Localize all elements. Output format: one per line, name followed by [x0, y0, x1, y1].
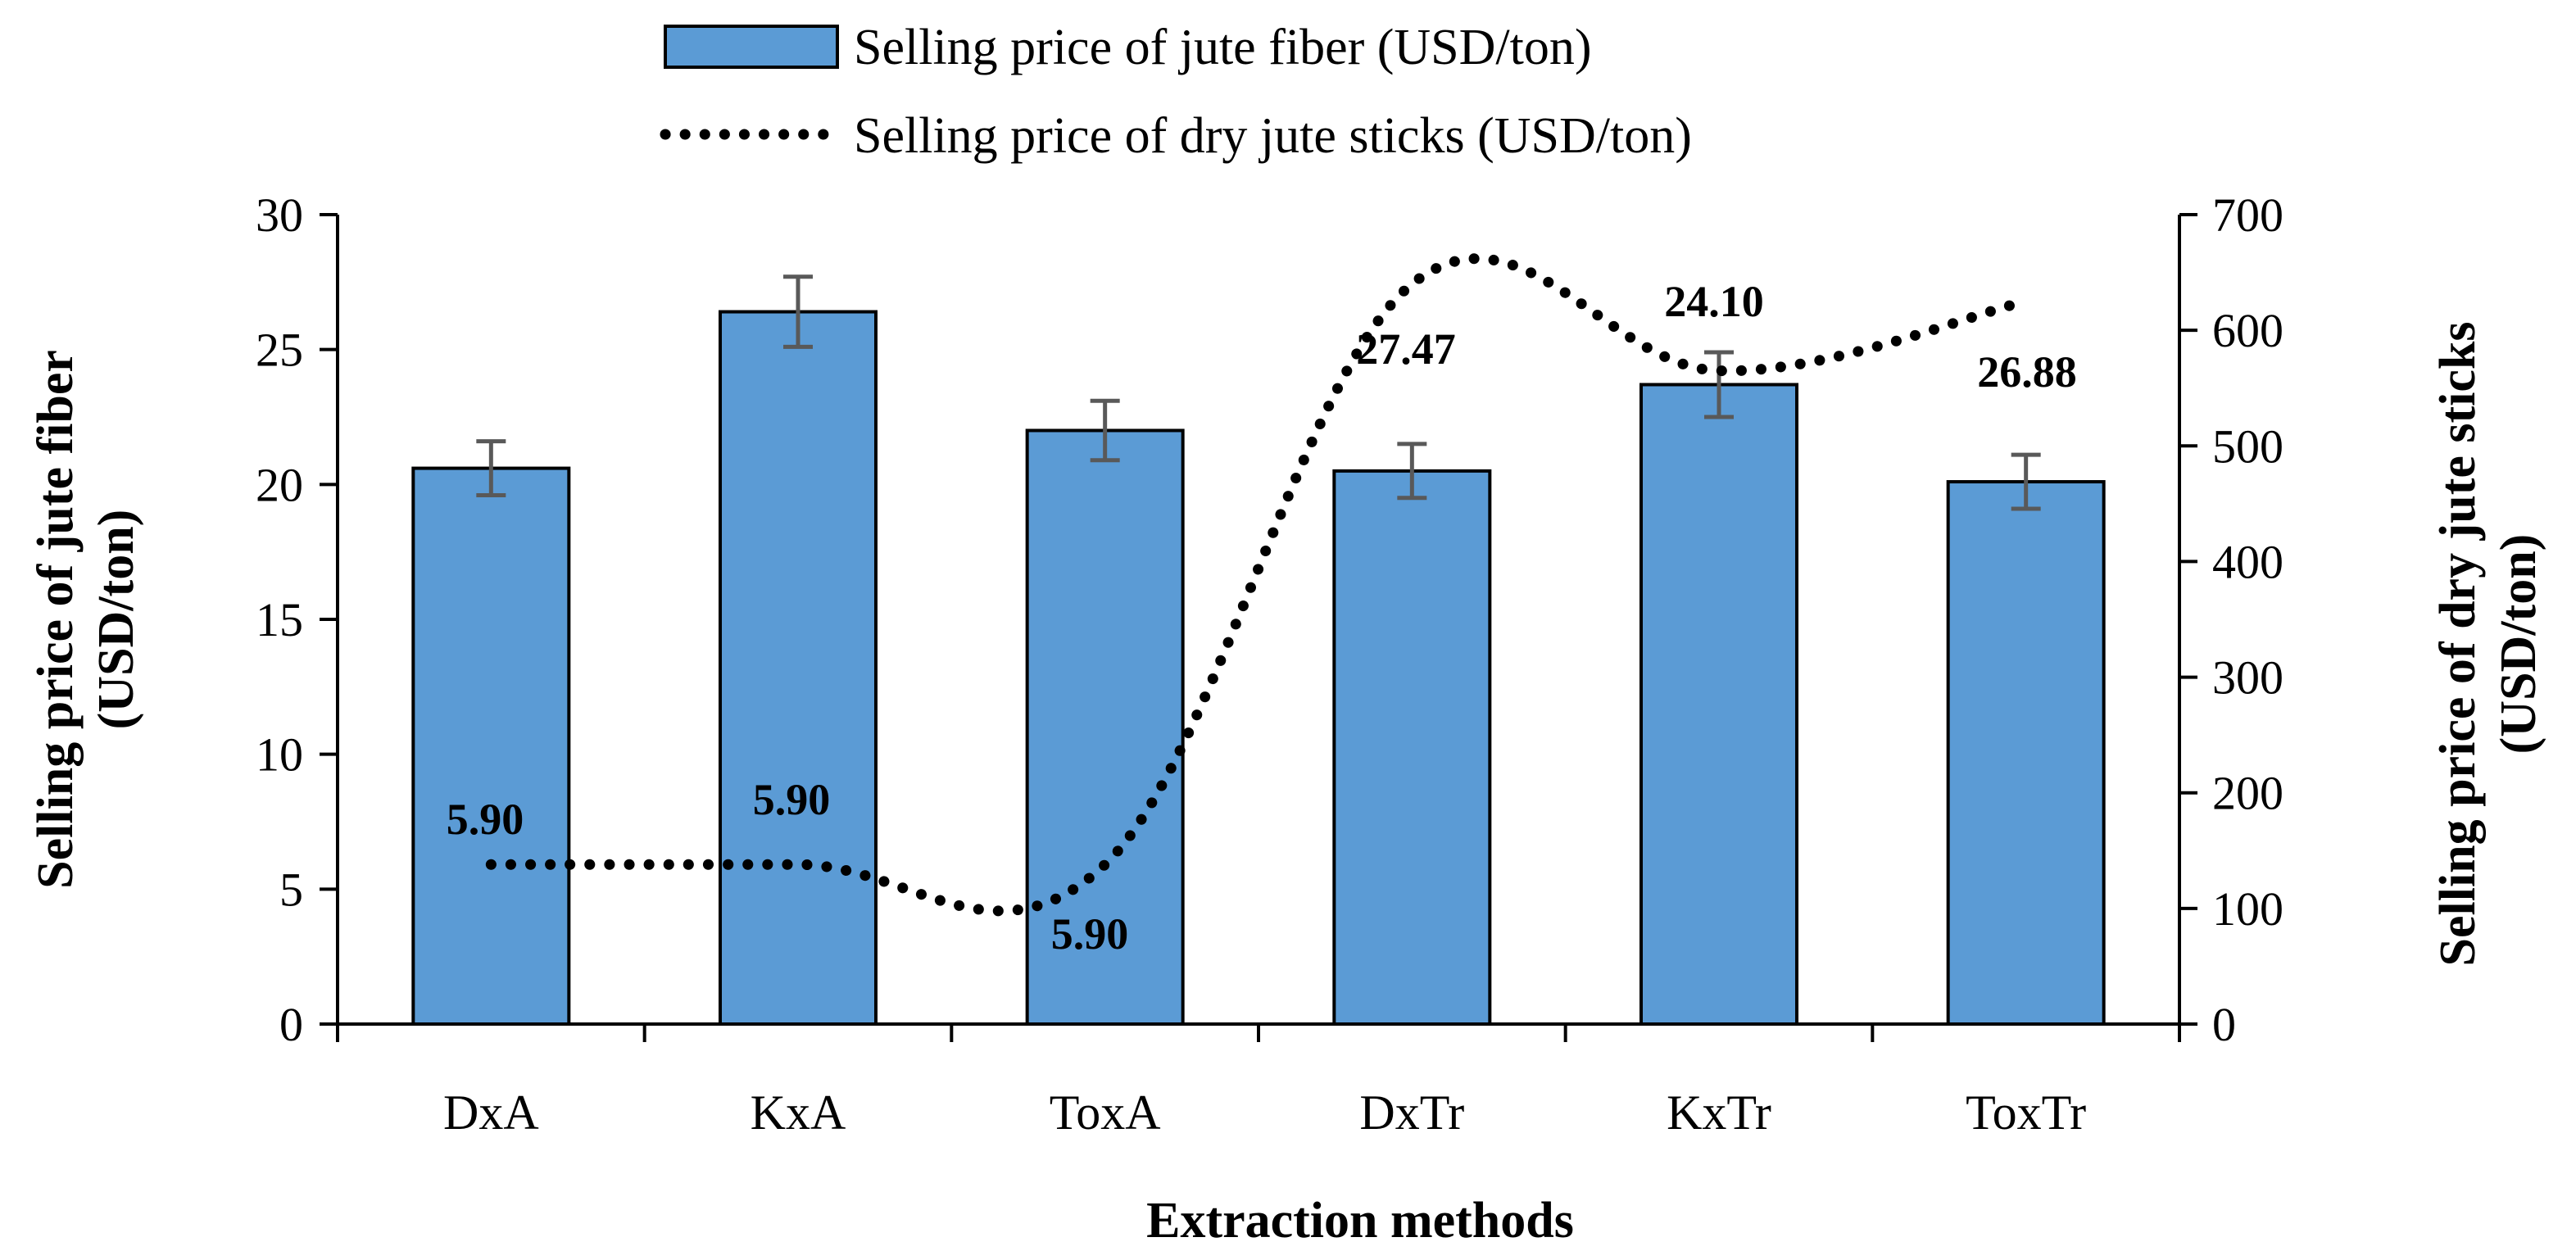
right-axis-title-line: (USD/ton)	[2491, 534, 2547, 755]
bar-KxA	[719, 310, 878, 1026]
x-tick-label-ToxTr: ToxTr	[1966, 1086, 2086, 1140]
right-tick-label: 100	[2212, 882, 2283, 936]
right-axis-title-line: Selling price of dry jute sticks	[2430, 322, 2486, 967]
legend-label-line: Selling price of dry jute sticks (USD/to…	[854, 108, 1692, 164]
x-axis: DxA KxA ToxA DxTr KxTr ToxTr	[336, 1022, 2181, 1140]
left-axis-title-line: Selling price of jute fiber	[28, 350, 84, 889]
x-tick-label-ToxA: ToxA	[1050, 1086, 1161, 1140]
bar-DxTr	[1332, 469, 1492, 1026]
data-label-KxTr: 24.10	[1664, 277, 1764, 326]
left-tick-label: 30	[256, 188, 303, 242]
x-tick-label-DxA: DxA	[443, 1086, 539, 1140]
x-tick-label-DxTr: DxTr	[1359, 1086, 1464, 1140]
left-tick-label: 20	[256, 458, 303, 511]
left-tick-label: 0	[279, 998, 303, 1051]
right-y-axis: 0 100 200 300 400 500 600 700	[2178, 188, 2283, 1051]
right-tick-label: 700	[2212, 188, 2283, 242]
right-tick-label: 200	[2212, 767, 2283, 820]
data-label-DxA: 5.90	[447, 795, 524, 844]
axis-titles: Extraction methods Selling price of jute …	[28, 322, 2547, 1249]
legend-swatch-bar	[664, 25, 839, 69]
left-axis-title: Selling price of jute fiber(USD/ton)	[28, 350, 144, 889]
dry-jute-sticks-line	[485, 253, 2032, 917]
data-labels: 5.90 5.90 5.90 27.47 24.10 26.88	[447, 277, 2077, 959]
data-label-DxTr: 27.47	[1356, 324, 1456, 374]
legend-label-bar: Selling price of jute fiber (USD/ton)	[854, 20, 1592, 75]
right-tick-label: 400	[2212, 535, 2283, 588]
data-label-ToxA: 5.90	[1051, 909, 1129, 959]
data-label-ToxTr: 26.88	[1977, 347, 2077, 397]
data-label-KxA: 5.90	[753, 775, 831, 824]
right-axis-title: Selling price of dry jute sticks(USD/ton…	[2430, 322, 2547, 967]
left-axis-title-line: (USD/ton)	[88, 510, 144, 730]
legend: Selling price of jute fiber (USD/ton) Sel…	[660, 20, 1692, 164]
left-tick-label: 15	[256, 593, 303, 646]
x-tick-label-KxA: KxA	[751, 1086, 846, 1140]
line-series	[485, 253, 2032, 917]
right-tick-label: 300	[2212, 651, 2283, 705]
left-tick-label: 5	[279, 863, 303, 916]
right-tick-label: 500	[2212, 419, 2283, 473]
left-tick-label: 25	[256, 324, 303, 377]
error-bars	[476, 274, 2041, 511]
left-tick-label: 10	[256, 728, 303, 782]
left-y-axis: 0 5 10 15 20 25 30	[256, 188, 339, 1051]
right-tick-label: 0	[2212, 998, 2236, 1051]
x-axis-title: Extraction methods	[1146, 1193, 1574, 1249]
x-tick-label-KxTr: KxTr	[1667, 1086, 1771, 1140]
bar-KxTr	[1639, 383, 1798, 1027]
right-tick-label: 600	[2212, 304, 2283, 357]
bar-DxA	[411, 466, 571, 1026]
bar-ToxTr	[1946, 480, 2106, 1026]
bar-series	[411, 310, 2106, 1027]
